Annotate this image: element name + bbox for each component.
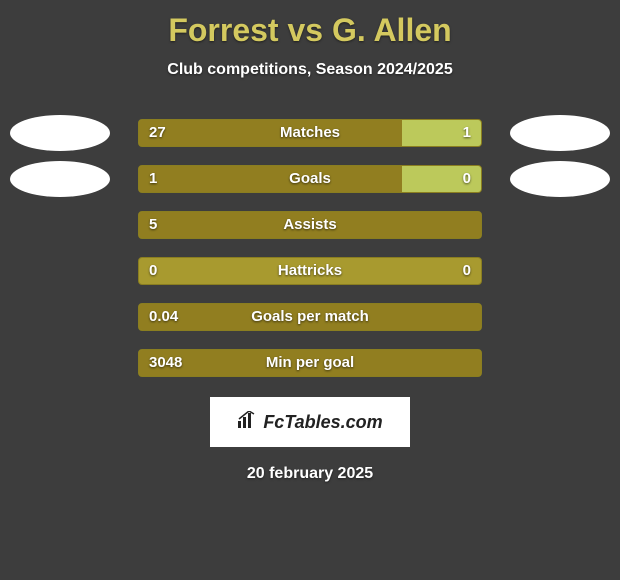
stat-label: Matches	[139, 120, 481, 146]
stat-value-right: 0	[463, 166, 471, 192]
stat-value-left: 3048	[149, 350, 182, 376]
comparison-subtitle: Club competitions, Season 2024/2025	[0, 61, 620, 79]
stat-label: Goals per match	[139, 304, 481, 330]
stat-label: Assists	[139, 212, 481, 238]
stat-label: Min per goal	[139, 350, 481, 376]
stat-label: Goals	[139, 166, 481, 192]
stat-bar-track: Hattricks0 0	[138, 257, 482, 285]
stat-value-left: 1	[149, 166, 157, 192]
stat-bar-track: Matches27 1	[138, 119, 482, 147]
stat-row: Matches27 1	[0, 119, 620, 147]
stat-value-left: 0	[149, 258, 157, 284]
stat-value-left: 5	[149, 212, 157, 238]
stat-row: Goals per match0.04	[0, 303, 620, 331]
player-avatar-left	[10, 161, 110, 197]
player-avatar-right	[510, 161, 610, 197]
stat-row: Assists5	[0, 211, 620, 239]
stat-value-left: 27	[149, 120, 166, 146]
fctables-logo: FcTables.com	[210, 397, 410, 447]
logo-text: FcTables.com	[263, 412, 382, 433]
stat-row: Hattricks0 0	[0, 257, 620, 285]
stat-bar-track: Goals per match0.04	[138, 303, 482, 331]
stat-rows-container: Matches271Goals10Assists5Hattricks00Goal…	[0, 119, 620, 377]
stat-label: Hattricks	[139, 258, 481, 284]
player-avatar-right	[510, 115, 610, 151]
stat-value-right: 1	[463, 120, 471, 146]
chart-icon	[237, 411, 259, 434]
player-avatar-left	[10, 115, 110, 151]
stat-value-left: 0.04	[149, 304, 178, 330]
stat-row: Goals1 0	[0, 165, 620, 193]
stat-row: Min per goal3048	[0, 349, 620, 377]
stat-bar-track: Min per goal3048	[138, 349, 482, 377]
comparison-date: 20 february 2025	[0, 465, 620, 483]
stat-bar-track: Goals1 0	[138, 165, 482, 193]
comparison-title: Forrest vs G. Allen	[0, 0, 620, 49]
stat-value-right: 0	[463, 258, 471, 284]
stat-bar-track: Assists5	[138, 211, 482, 239]
